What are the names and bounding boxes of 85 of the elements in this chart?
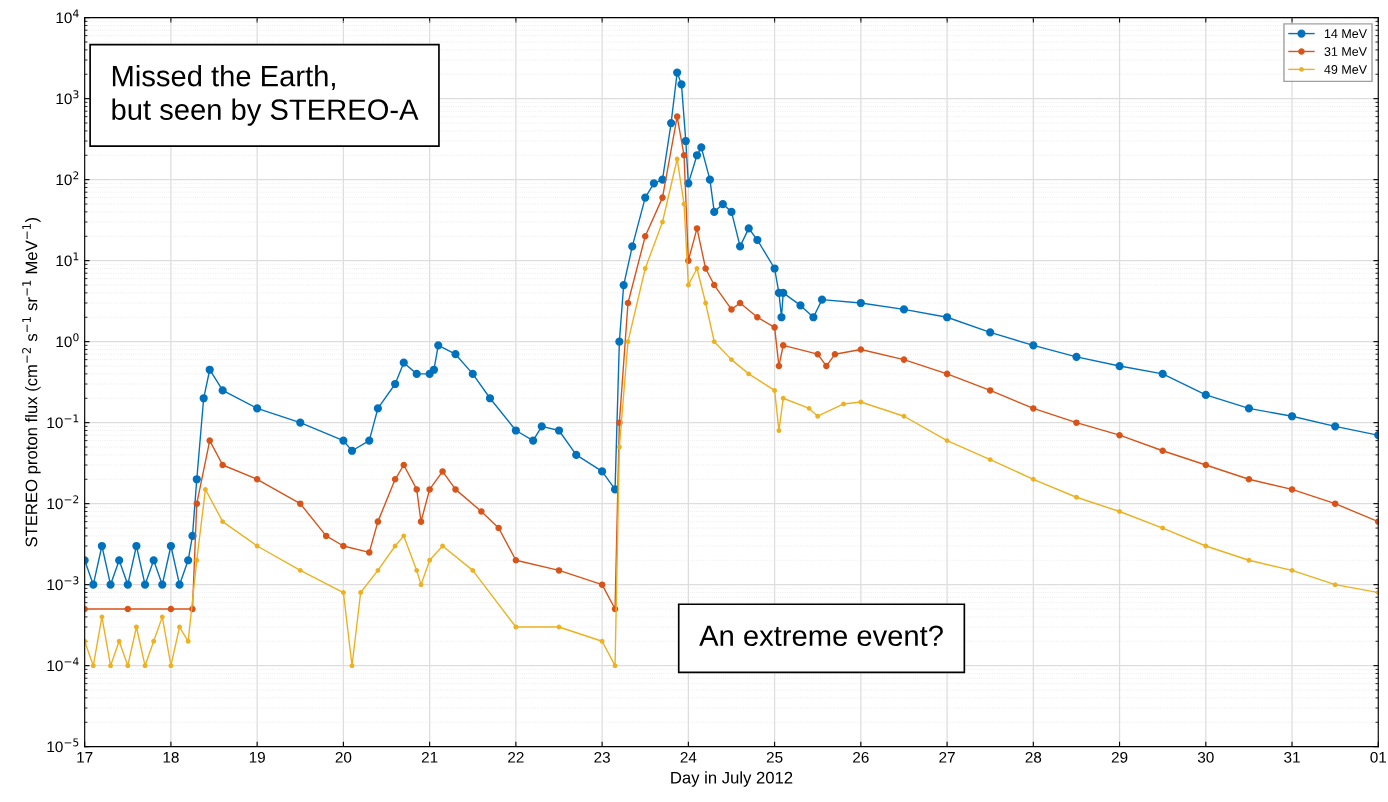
point (253, 476, 261, 483)
y-tick-label: 10$^{0}$ (56, 333, 79, 348)
point (598, 581, 606, 588)
point (167, 605, 175, 613)
y-tick-label: 10$^{4}$ (56, 9, 79, 24)
point (1116, 431, 1123, 439)
legend-label: 14 MeV (1324, 29, 1367, 39)
point (775, 362, 783, 370)
point (365, 549, 373, 556)
point (943, 370, 951, 378)
legend-label: 49 MeV (1324, 65, 1367, 74)
x-tick-label: 21 (421, 751, 438, 763)
point (900, 356, 908, 363)
point (426, 486, 433, 493)
point (823, 362, 830, 370)
x-tick-label: 01 (1370, 751, 1387, 763)
point (439, 468, 446, 475)
point (413, 486, 420, 493)
x-tick-label: 27 (939, 751, 955, 763)
point (193, 500, 201, 507)
x-tick-label: 20 (335, 751, 352, 763)
x-tick-label: 19 (249, 751, 265, 763)
point (779, 342, 787, 349)
y-tick-label: 10$^{−4}$ (47, 657, 79, 672)
point (417, 518, 425, 525)
point (702, 265, 709, 272)
point (728, 306, 735, 313)
x-tick-label: 22 (508, 751, 524, 763)
point (555, 567, 563, 574)
point (1202, 461, 1210, 469)
point (1288, 486, 1296, 493)
point (771, 324, 778, 331)
x-tick-label: 24 (680, 751, 697, 763)
x-axis-title: Day in July 2012 (671, 771, 793, 787)
point (124, 605, 132, 613)
point (1245, 476, 1253, 483)
annotation: An extreme event? (699, 625, 943, 647)
point (512, 557, 520, 564)
point (340, 542, 347, 550)
point (1331, 500, 1339, 507)
point (219, 461, 226, 469)
point (374, 518, 382, 525)
point (297, 500, 304, 507)
x-tick-label: 26 (853, 751, 869, 763)
x-tick-label: 17 (77, 752, 93, 763)
point (495, 524, 502, 532)
point (1030, 405, 1037, 412)
point (391, 476, 399, 483)
point (641, 233, 649, 240)
annotation: Missed the Earth, but seen by STEREO-A (112, 65, 419, 126)
x-tick-label: 29 (1111, 751, 1128, 763)
point (710, 281, 718, 289)
point (624, 299, 632, 307)
point (693, 225, 701, 232)
point (206, 437, 213, 444)
point (452, 486, 459, 493)
y-tick-label: 10$^{−5}$ (47, 738, 79, 753)
y-tick-label: 10$^{1}$ (56, 252, 79, 267)
point (673, 113, 681, 120)
point (736, 299, 744, 307)
point (478, 508, 485, 515)
x-tick-label: 25 (766, 751, 783, 763)
point (831, 350, 839, 358)
point (754, 314, 761, 321)
point (986, 387, 994, 394)
x-tick-label: 30 (1197, 751, 1214, 763)
x-tick-label: 18 (163, 751, 179, 763)
x-tick-label: 28 (1025, 751, 1042, 763)
y-tick-label: 10$^{−1}$ (47, 414, 79, 429)
point (659, 194, 666, 201)
x-tick-label: 23 (594, 751, 610, 763)
text: STEREO proton flux (cm$^{−2}$ s$^{−1}$ sr$^{−1}$ MeV$^{−1}$) (22, 217, 41, 547)
point (857, 346, 865, 353)
point (814, 350, 821, 358)
point (680, 151, 688, 159)
y-tick-label: 10$^{2}$ (56, 171, 79, 186)
x-tick-label: 31 (1284, 751, 1300, 763)
legend-label: 31 MeV (1324, 47, 1367, 56)
point (400, 461, 408, 469)
y-tick-label: 10$^{−2}$ (47, 495, 79, 510)
y-tick-label: 10$^{3}$ (56, 90, 79, 105)
point (1159, 447, 1166, 455)
y-tick-label: 10$^{−3}$ (47, 576, 79, 591)
point (322, 532, 330, 540)
point (1073, 419, 1080, 426)
